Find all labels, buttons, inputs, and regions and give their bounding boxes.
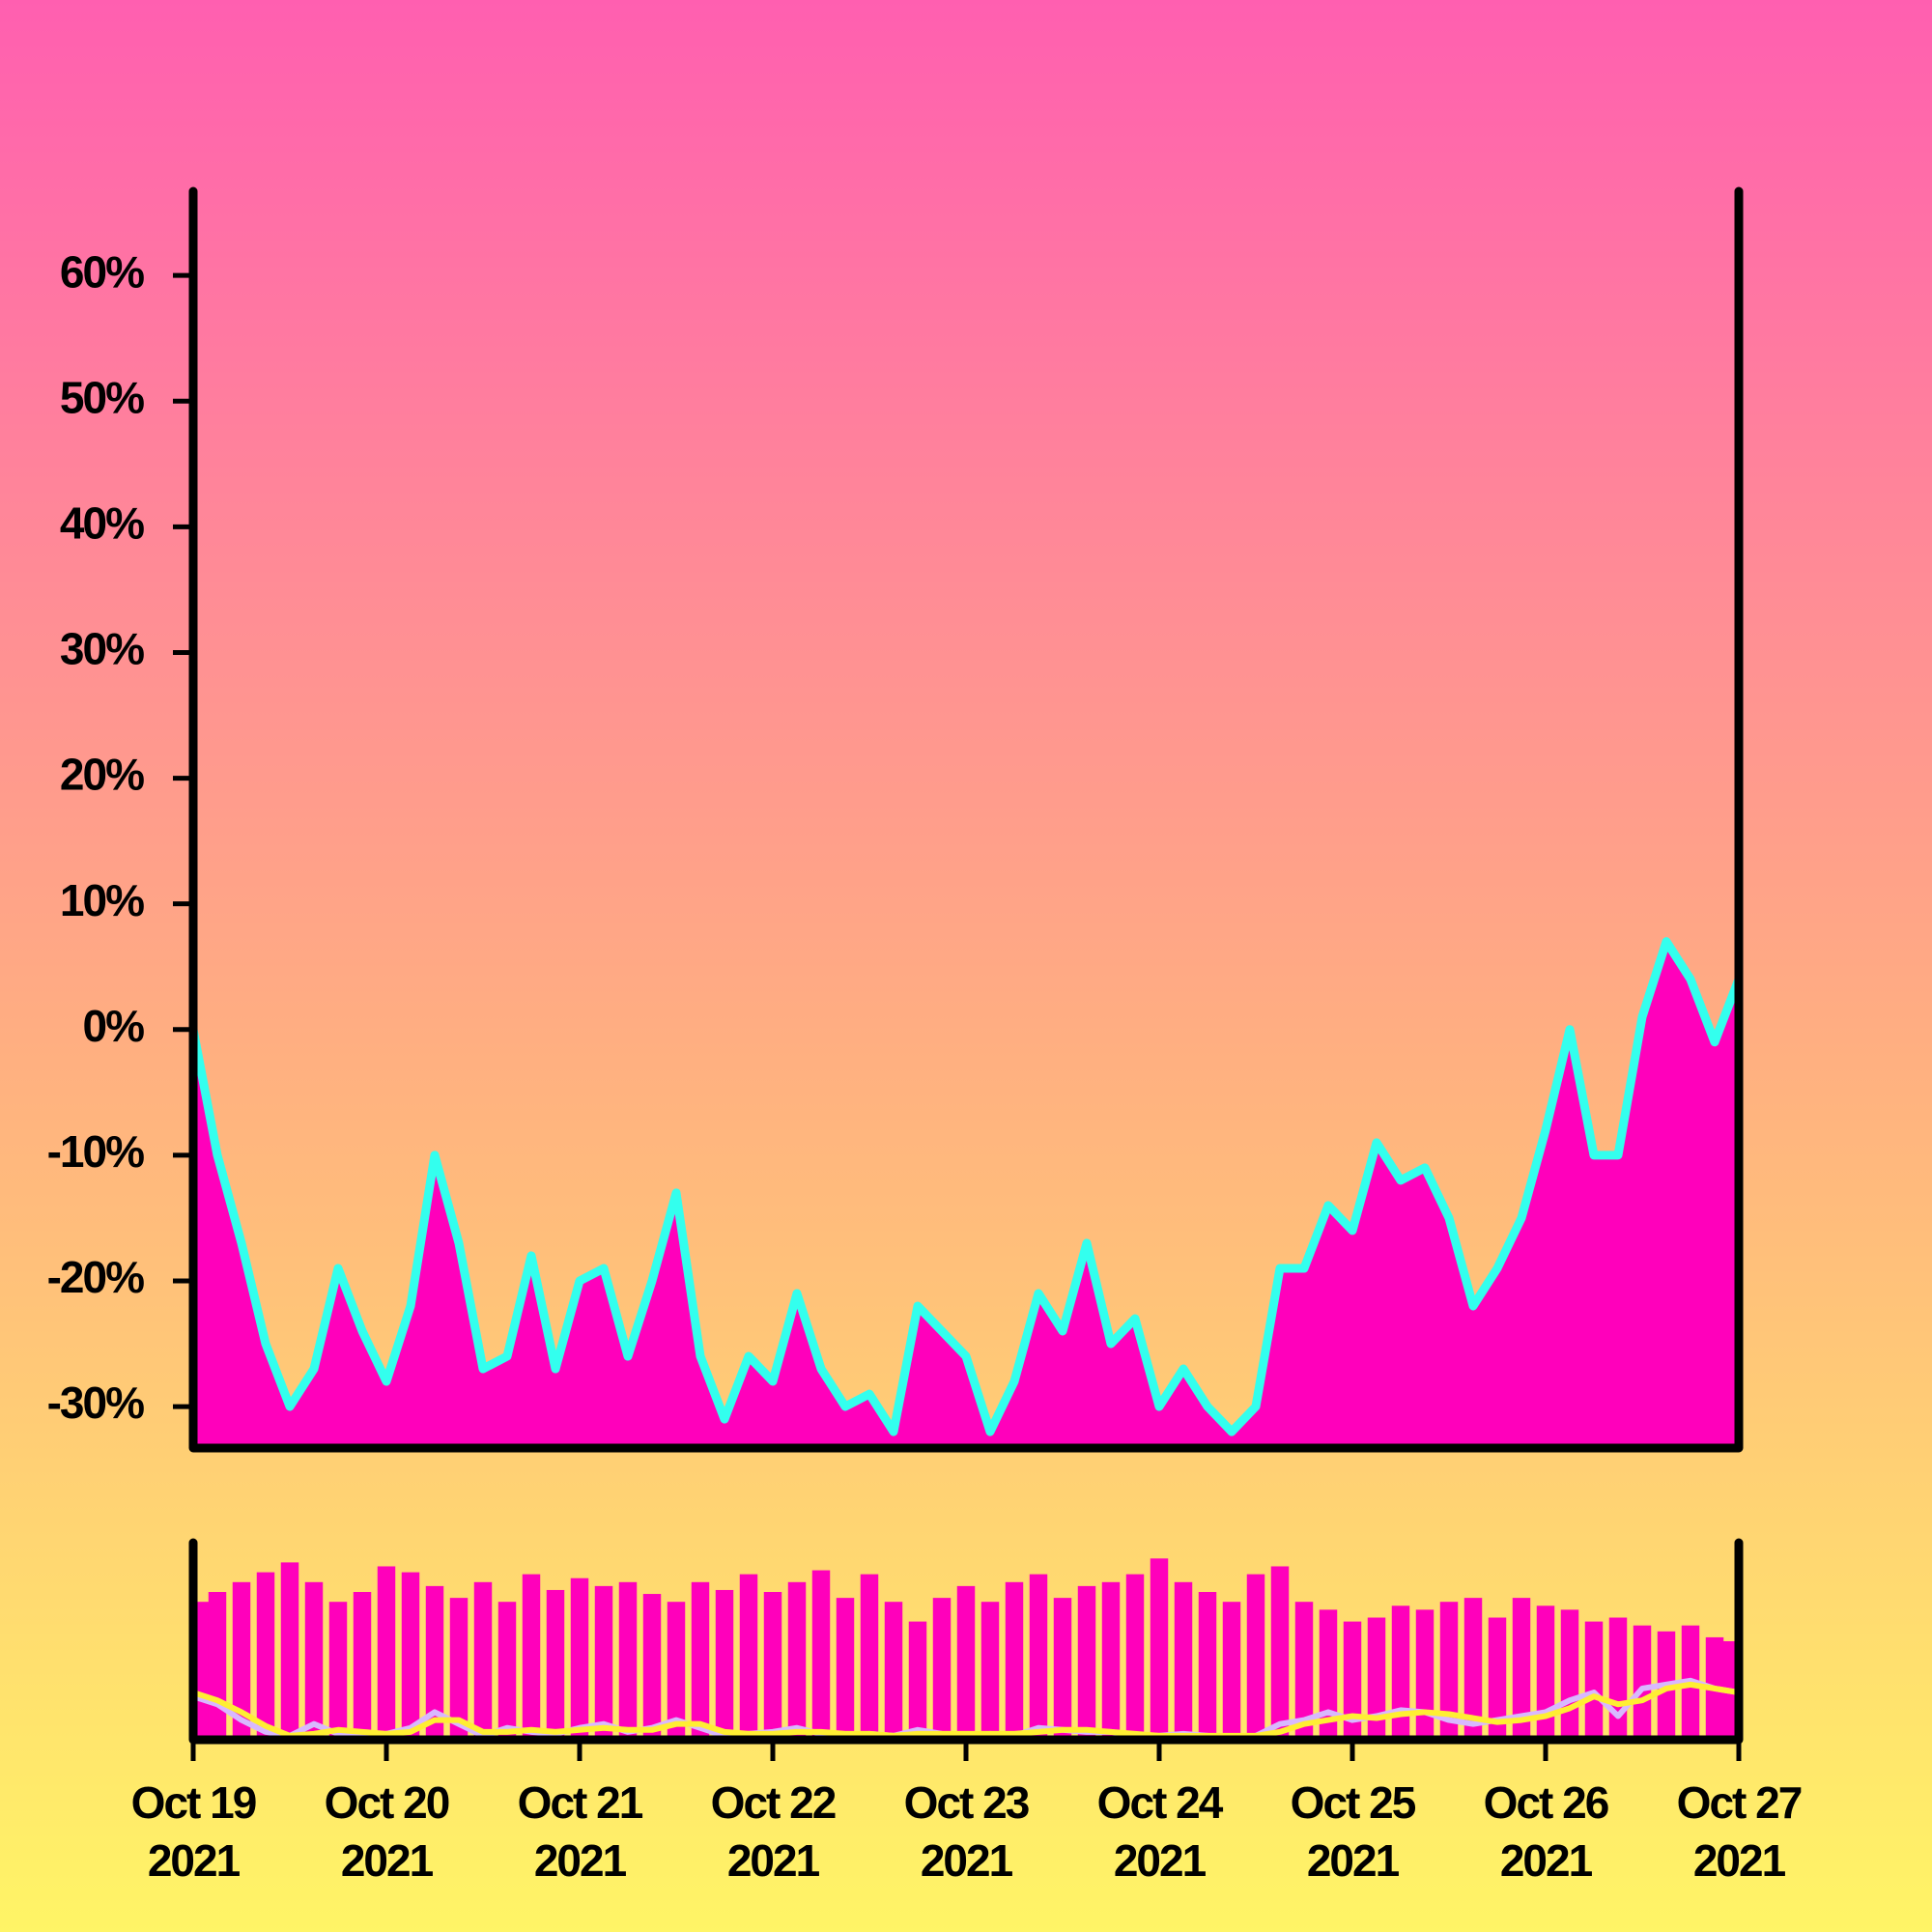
volume-bar [956, 1585, 976, 1740]
y-tick-label: 30% [60, 624, 144, 674]
volume-bar [304, 1581, 324, 1740]
volume-bar [836, 1598, 855, 1740]
volume-bar [1512, 1598, 1531, 1740]
volume-bar [1294, 1602, 1314, 1740]
volume-bar [1415, 1609, 1435, 1740]
volume-bar [667, 1602, 686, 1740]
y-tick-label: 40% [60, 498, 144, 549]
volume-bar [618, 1581, 638, 1740]
y-tick-label: 60% [60, 246, 144, 297]
volume-bar [787, 1581, 807, 1740]
volume-bar [522, 1574, 541, 1740]
volume-bar [1077, 1585, 1096, 1740]
volume-bar [473, 1581, 493, 1740]
volume-bar [232, 1581, 251, 1740]
axis-frame [188, 186, 1744, 1453]
volume-bar [280, 1562, 299, 1740]
volume-bar [546, 1589, 565, 1740]
volume-bar [1198, 1592, 1217, 1740]
y-tick-label: 0% [83, 1001, 145, 1051]
volume-bar [208, 1592, 227, 1740]
volume-bar [860, 1574, 879, 1740]
area [193, 941, 1739, 1448]
volume-bar [1439, 1602, 1459, 1740]
y-tick-label: -10% [47, 1126, 144, 1177]
volume-bar [594, 1585, 613, 1740]
volume-bar [1391, 1605, 1410, 1740]
volume-bar [1222, 1602, 1241, 1740]
x-tick-label: Oct 21 2021 [517, 1777, 644, 1886]
volume-bar [425, 1585, 444, 1740]
volume-bar [1174, 1581, 1193, 1740]
volume-bar [1488, 1617, 1507, 1740]
volume-bar [1150, 1558, 1169, 1740]
volume-bar [1463, 1598, 1483, 1740]
volume-bar [1246, 1574, 1265, 1740]
volume-bar [715, 1589, 734, 1740]
moving-average-line [192, 1681, 1740, 1739]
volume-bar [1101, 1581, 1121, 1740]
volume-bar [1608, 1617, 1628, 1740]
x-tick-label: Oct 19 2021 [130, 1777, 258, 1886]
volume-bar [980, 1602, 1000, 1740]
x-tick-label: Oct 24 2021 [1096, 1777, 1224, 1886]
axis-frame [188, 1538, 1744, 1745]
volume-bar [739, 1574, 758, 1740]
volume-bar [1270, 1566, 1290, 1740]
volume-bar [193, 1602, 212, 1740]
x-tick-label: Oct 27 2021 [1676, 1777, 1804, 1886]
volume-bar [1367, 1617, 1386, 1740]
volume-bar [570, 1577, 589, 1740]
volume-bar [328, 1602, 348, 1740]
volume-bar [1560, 1609, 1579, 1740]
volume-bar [642, 1594, 662, 1740]
volume-bar [449, 1598, 469, 1740]
y-tick-label: 10% [60, 875, 144, 925]
volume-bar [353, 1592, 372, 1740]
x-tick-label: Oct 23 2021 [903, 1777, 1031, 1886]
volume-bar [1005, 1581, 1024, 1740]
x-tick-label: Oct 25 2021 [1290, 1777, 1417, 1886]
y-tick-label: -20% [47, 1252, 144, 1302]
x-tick-label: Oct 22 2021 [710, 1777, 838, 1886]
x-tick-label: Oct 26 2021 [1483, 1777, 1610, 1886]
volume-bar [763, 1592, 782, 1740]
volume-bar [1319, 1609, 1338, 1740]
volume-bar [691, 1581, 710, 1740]
volume-bar [497, 1602, 517, 1740]
volume-bar [1536, 1605, 1555, 1740]
volume-bar [908, 1621, 927, 1740]
x-tick-label: Oct 20 2021 [324, 1777, 451, 1886]
volume-bar [884, 1602, 903, 1740]
volume-bar [1125, 1574, 1145, 1740]
volume-bar [811, 1570, 831, 1740]
volume-bar [256, 1572, 275, 1740]
area-line [188, 937, 1744, 1436]
volume-bar [1029, 1574, 1048, 1740]
volume-bar [1584, 1621, 1604, 1740]
volume-bar [932, 1598, 952, 1740]
volume-bar [401, 1572, 420, 1740]
y-tick-label: 20% [60, 750, 144, 800]
y-tick-label: 50% [60, 372, 144, 422]
volume-bar [1053, 1598, 1072, 1740]
volume-bar [1633, 1625, 1652, 1740]
y-tick-label: -30% [47, 1378, 144, 1428]
volume-bar [1343, 1621, 1362, 1740]
volume-bar [377, 1566, 396, 1740]
